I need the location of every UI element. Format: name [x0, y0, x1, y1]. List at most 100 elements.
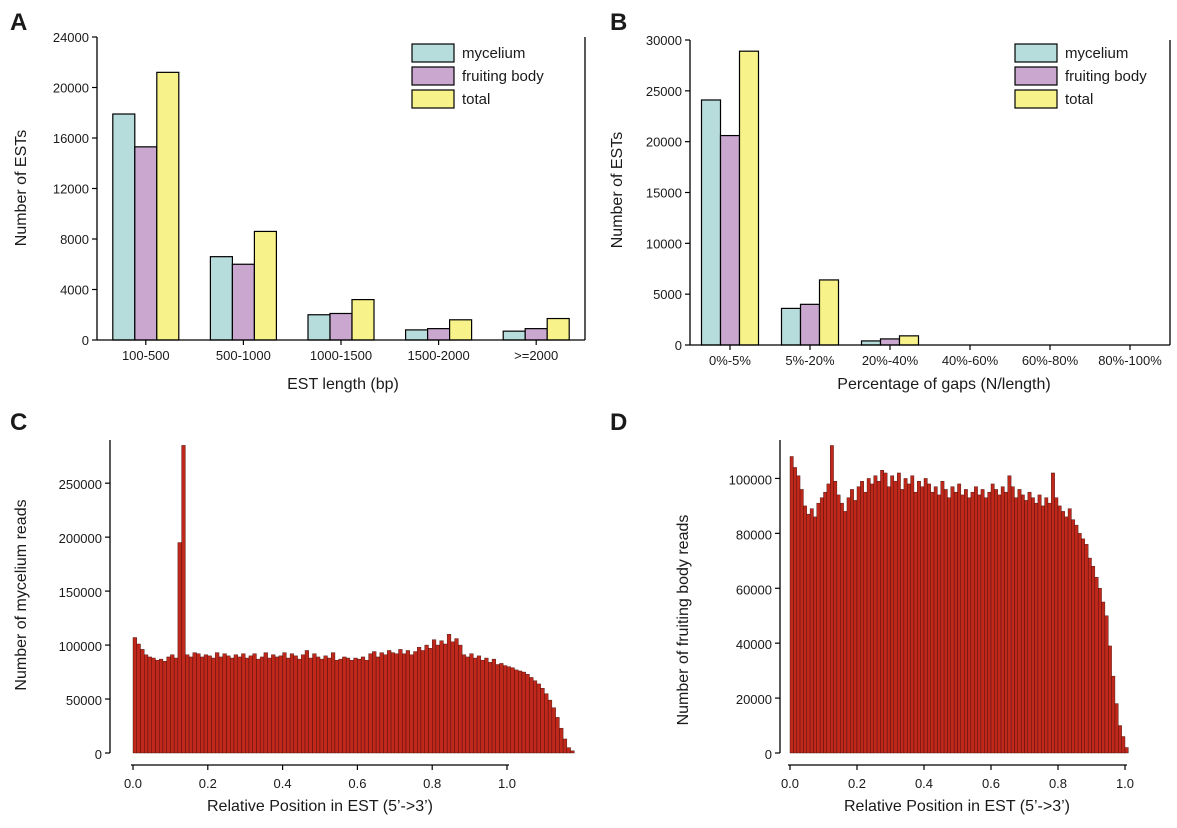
hist-bar-103 [518, 670, 523, 754]
x-tick-label: 500-1000 [216, 348, 271, 363]
hist-bar-9 [166, 656, 171, 754]
hist-bar-26 [876, 480, 881, 754]
hist-bar-45 [301, 654, 306, 754]
hist-bar-71 [1027, 491, 1032, 754]
y-tick-label: 25000 [646, 84, 682, 99]
x-tick-label: 0%-5% [709, 353, 751, 368]
x-tick-label: 60%-80% [1022, 353, 1079, 368]
hist-bar-15 [188, 656, 194, 754]
hist-bar-96 [1111, 675, 1116, 754]
panel-a: A 100-500 500-1000 1000-1500 1500-2000 >=200… [10, 9, 586, 393]
hist-bar-91 [1094, 577, 1099, 754]
y-tick-label: 250000 [59, 477, 102, 492]
hist-bar-52 [327, 657, 332, 754]
y-tick-label: 20000 [53, 81, 89, 96]
hist-bar-28 [237, 656, 242, 754]
hist-bar-48 [312, 653, 317, 754]
bar-a-1-0 [134, 146, 158, 341]
hist-bar-81 [435, 644, 440, 754]
hist-bar-54 [334, 659, 339, 754]
x-tick-label: 0.2 [848, 776, 866, 791]
hist-bar-56 [977, 494, 982, 754]
hist-bar-24 [222, 653, 227, 754]
hist-bar-78 [1051, 472, 1055, 754]
hist-bar-43 [933, 486, 938, 754]
hist-bar-48 [950, 486, 955, 754]
hist-bar-31 [248, 655, 253, 754]
hist-bar-65 [375, 656, 381, 754]
hist-bar-88 [461, 654, 467, 754]
hist-bar-76 [417, 647, 422, 754]
hist-bar-63 [368, 653, 373, 754]
bar-b-0-1 [780, 307, 802, 346]
hist-bar-33 [256, 658, 261, 754]
hist-bar-24 [870, 483, 874, 754]
hist-bar-52 [964, 489, 968, 754]
hist-bar-0 [789, 456, 794, 754]
x-tick-label: 1000-1500 [310, 348, 372, 363]
legend-label-2: total [1065, 91, 1093, 108]
hist-bar-25 [226, 655, 231, 754]
hist-bar-1 [793, 467, 797, 754]
hist-bar-102 [514, 669, 519, 754]
hist-bar-87 [458, 644, 463, 754]
hist-bar-83 [443, 643, 448, 754]
hist-bar-45 [940, 480, 945, 754]
hist-bar-112 [551, 707, 556, 754]
hist-bar-16 [192, 652, 197, 754]
hist-bar-64 [1004, 491, 1008, 754]
hist-bar-61 [994, 489, 998, 754]
legend-swatch-0 [1014, 43, 1058, 63]
hist-bar-77 [1047, 502, 1052, 754]
legend-label-0: mycelium [1065, 45, 1128, 62]
hist-bar-113 [555, 717, 560, 754]
hist-bar-111 [547, 699, 553, 754]
legend-label-2: total [462, 91, 490, 108]
x-tick-label: >=2000 [514, 348, 558, 363]
hist-bar-25 [873, 475, 878, 754]
hist-bar-43 [293, 655, 298, 754]
hist-bar-106 [529, 677, 534, 754]
hist-bar-18 [850, 489, 854, 754]
hist-bar-7 [813, 516, 818, 754]
hist-bar-4 [803, 505, 807, 754]
hist-bar-5 [806, 513, 811, 754]
hist-bar-8 [816, 502, 821, 754]
hist-bar-65 [1007, 475, 1012, 754]
hist-bar-94 [484, 657, 489, 754]
x-tick-label: 0.0 [124, 776, 142, 791]
hist-bar-66 [379, 652, 384, 754]
hist-bar-89 [1087, 557, 1092, 754]
hist-bar-17 [846, 497, 851, 754]
x-tick-label: 0.6 [348, 776, 366, 791]
hist-bar-12 [830, 445, 834, 754]
hist-bar-17 [196, 653, 201, 754]
hist-bar-68 [1017, 489, 1022, 754]
hist-bar-73 [405, 650, 410, 754]
legend-swatch-0 [411, 43, 455, 63]
hist-bar-74 [1037, 494, 1042, 754]
hist-bar-49 [953, 491, 958, 754]
hist-bar-30 [890, 475, 895, 754]
hist-bar-95 [488, 662, 493, 754]
y-tick-label: 30000 [646, 33, 682, 48]
hist-bar-75 [1041, 505, 1045, 754]
hist-bar-85 [450, 641, 455, 754]
hist-bar-107 [532, 680, 538, 754]
y-tick-label: 100000 [59, 639, 102, 654]
hist-bar-60 [990, 483, 995, 754]
bar-b-2-2 [898, 335, 920, 346]
panel-a-bars [112, 71, 570, 341]
hist-bar-6 [155, 659, 160, 754]
panel-d: D 0 20000 40000 60000 80000 100000 0.0 0.2 0.4 0.… [610, 409, 1134, 815]
hist-bar-71 [398, 649, 403, 754]
hist-bar-32 [897, 472, 901, 754]
hist-bar-11 [826, 483, 831, 754]
hist-bar-56 [342, 656, 347, 754]
x-tick-label: 1500-2000 [408, 348, 470, 363]
hist-bar-80 [1057, 505, 1062, 754]
hist-bar-84 [1071, 519, 1075, 754]
hist-bar-23 [866, 478, 871, 754]
panel-a-y-axis-label: Number of ESTs [13, 130, 30, 246]
